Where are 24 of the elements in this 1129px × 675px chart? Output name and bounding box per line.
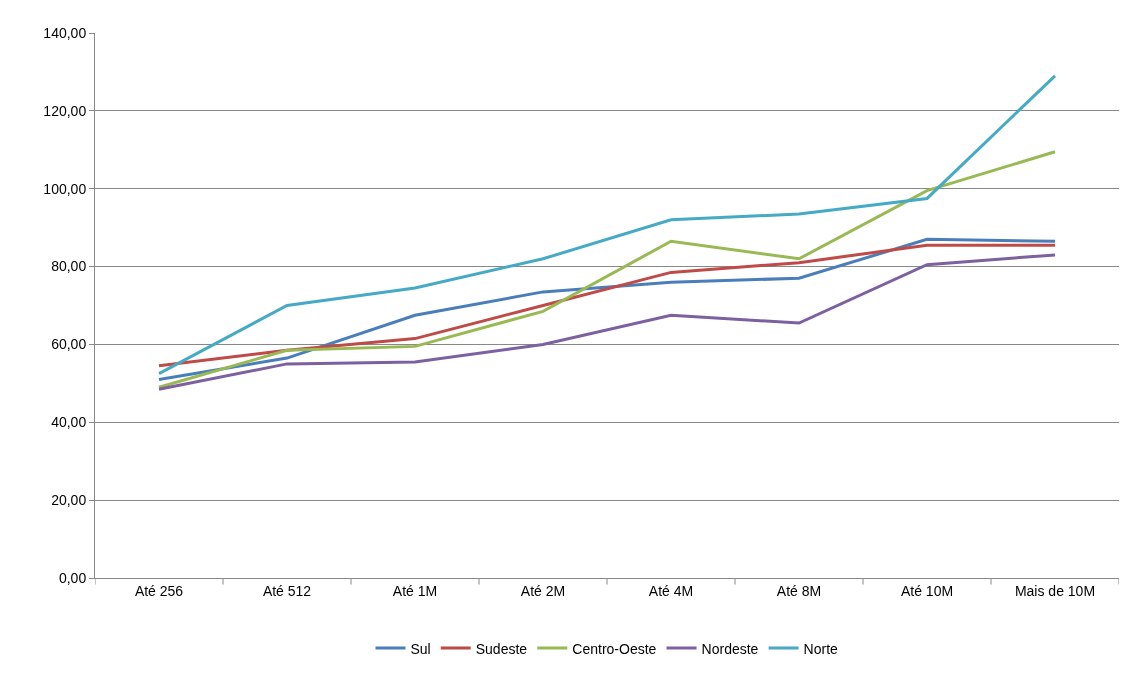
line-series <box>157 253 1057 391</box>
y-tick-label: 80,00 <box>51 258 87 275</box>
line-series <box>157 150 1057 389</box>
x-tick-label: Até 256 <box>134 582 184 599</box>
legend-label: Centro-Oeste <box>572 640 657 657</box>
legend-label: Norte <box>803 640 839 657</box>
y-tick-label: 140,00 <box>43 24 87 41</box>
x-tick-label: Até 8M <box>776 582 822 599</box>
y-tick-label: 60,00 <box>51 336 87 353</box>
legend-label: Sudeste <box>475 640 528 657</box>
line-series <box>157 74 1057 376</box>
y-tick-label: 100,00 <box>43 180 87 197</box>
y-tick-label: 20,00 <box>51 492 87 509</box>
x-tick-label: Até 1M <box>392 582 438 599</box>
y-tick-label: 40,00 <box>51 414 87 431</box>
x-tick-label: Mais de 10M <box>1014 582 1096 599</box>
x-tick-label: Até 4M <box>648 582 694 599</box>
legend-label: Sul <box>410 640 431 657</box>
y-tick-label: 120,00 <box>43 102 87 119</box>
x-tick-label: Até 512 <box>262 582 312 599</box>
legend-label: Nordeste <box>701 640 759 657</box>
y-tick-label: 0,00 <box>58 569 87 586</box>
x-tick-label: Até 10M <box>900 582 954 599</box>
x-tick-label: Até 2M <box>520 582 566 599</box>
